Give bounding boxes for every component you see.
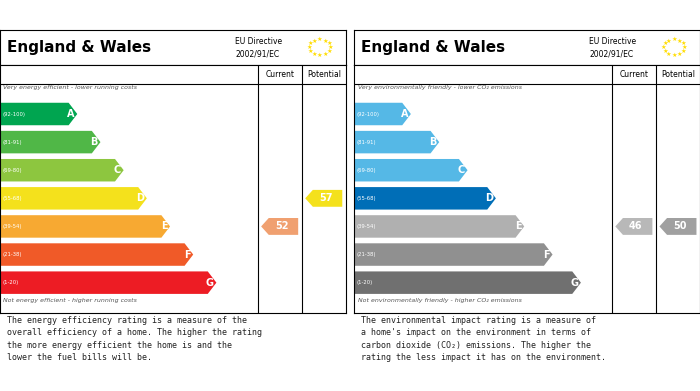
Text: B: B bbox=[429, 137, 436, 147]
Text: G: G bbox=[570, 278, 578, 288]
Text: England & Wales: England & Wales bbox=[361, 40, 505, 55]
Text: E: E bbox=[160, 221, 167, 231]
Text: EU Directive
2002/91/EC: EU Directive 2002/91/EC bbox=[589, 37, 636, 58]
Text: A: A bbox=[67, 109, 74, 119]
Polygon shape bbox=[354, 131, 439, 153]
Text: 57: 57 bbox=[319, 193, 332, 203]
Text: F: F bbox=[543, 249, 550, 260]
Polygon shape bbox=[354, 187, 496, 210]
Polygon shape bbox=[0, 131, 101, 153]
Text: Environmental Impact (CO₂) Rating: Environmental Impact (CO₂) Rating bbox=[361, 9, 594, 22]
Text: (21-38): (21-38) bbox=[3, 252, 22, 257]
Text: C: C bbox=[113, 165, 121, 175]
Text: (92-100): (92-100) bbox=[357, 111, 380, 117]
Text: Potential: Potential bbox=[661, 70, 695, 79]
Polygon shape bbox=[354, 159, 468, 181]
Polygon shape bbox=[615, 218, 652, 235]
Text: EU Directive
2002/91/EC: EU Directive 2002/91/EC bbox=[235, 37, 282, 58]
Polygon shape bbox=[261, 218, 298, 235]
Text: The energy efficiency rating is a measure of the
overall efficiency of a home. T: The energy efficiency rating is a measur… bbox=[7, 316, 262, 362]
Text: Current: Current bbox=[620, 70, 648, 79]
Polygon shape bbox=[354, 243, 552, 266]
Text: 52: 52 bbox=[275, 221, 288, 231]
Text: Not energy efficient - higher running costs: Not energy efficient - higher running co… bbox=[4, 298, 137, 303]
Polygon shape bbox=[0, 215, 170, 238]
Text: G: G bbox=[206, 278, 214, 288]
Text: (81-91): (81-91) bbox=[3, 140, 22, 145]
Text: F: F bbox=[184, 249, 190, 260]
Text: C: C bbox=[458, 165, 465, 175]
Polygon shape bbox=[0, 271, 216, 294]
Polygon shape bbox=[0, 187, 147, 210]
Text: Current: Current bbox=[265, 70, 294, 79]
Polygon shape bbox=[0, 159, 124, 181]
Text: (92-100): (92-100) bbox=[3, 111, 26, 117]
Polygon shape bbox=[354, 271, 581, 294]
Text: Not environmentally friendly - higher CO₂ emissions: Not environmentally friendly - higher CO… bbox=[358, 298, 522, 303]
Text: (69-80): (69-80) bbox=[3, 168, 22, 173]
Text: (55-68): (55-68) bbox=[357, 196, 377, 201]
Text: (39-54): (39-54) bbox=[357, 224, 377, 229]
Text: E: E bbox=[514, 221, 522, 231]
Text: (21-38): (21-38) bbox=[357, 252, 377, 257]
Text: B: B bbox=[90, 137, 98, 147]
Polygon shape bbox=[354, 215, 524, 238]
Text: Very energy efficient - lower running costs: Very energy efficient - lower running co… bbox=[4, 85, 137, 90]
Polygon shape bbox=[354, 103, 411, 125]
Text: (1-20): (1-20) bbox=[3, 280, 19, 285]
Text: 50: 50 bbox=[673, 221, 687, 231]
Text: D: D bbox=[136, 193, 144, 203]
Text: 46: 46 bbox=[629, 221, 643, 231]
Text: D: D bbox=[485, 193, 493, 203]
Polygon shape bbox=[0, 103, 77, 125]
Polygon shape bbox=[0, 243, 193, 266]
Text: (69-80): (69-80) bbox=[357, 168, 377, 173]
Text: (1-20): (1-20) bbox=[357, 280, 373, 285]
Text: England & Wales: England & Wales bbox=[7, 40, 151, 55]
Text: (81-91): (81-91) bbox=[357, 140, 377, 145]
Text: (39-54): (39-54) bbox=[3, 224, 22, 229]
Text: Energy Efficiency Rating: Energy Efficiency Rating bbox=[7, 9, 169, 22]
Text: Potential: Potential bbox=[307, 70, 341, 79]
Polygon shape bbox=[305, 190, 342, 207]
Text: The environmental impact rating is a measure of
a home's impact on the environme: The environmental impact rating is a mea… bbox=[361, 316, 606, 362]
Polygon shape bbox=[659, 218, 696, 235]
Text: Very environmentally friendly - lower CO₂ emissions: Very environmentally friendly - lower CO… bbox=[358, 85, 522, 90]
Text: A: A bbox=[400, 109, 408, 119]
Text: (55-68): (55-68) bbox=[3, 196, 22, 201]
